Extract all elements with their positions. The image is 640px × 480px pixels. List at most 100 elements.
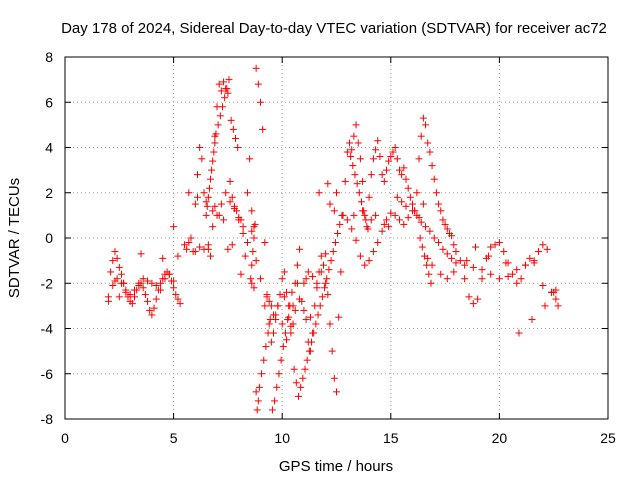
data-point — [378, 171, 386, 179]
data-point — [362, 216, 370, 224]
data-point — [308, 338, 316, 346]
data-point — [248, 261, 256, 269]
data-point — [465, 293, 473, 301]
data-point — [314, 311, 322, 319]
data-point — [356, 155, 364, 163]
data-point — [435, 200, 443, 208]
data-point — [541, 302, 549, 310]
data-point — [115, 263, 123, 271]
data-point — [267, 302, 275, 310]
data-point — [191, 200, 199, 208]
data-point — [517, 275, 525, 283]
data-point — [474, 295, 482, 303]
data-point — [209, 157, 217, 165]
data-point — [235, 216, 243, 224]
data-point — [255, 383, 263, 391]
data-point — [152, 295, 160, 303]
data-point — [351, 171, 359, 179]
data-point — [260, 356, 268, 364]
data-point — [338, 211, 346, 219]
data-point — [256, 98, 264, 106]
data-point — [290, 365, 298, 373]
data-point — [131, 293, 139, 301]
data-point — [273, 383, 281, 391]
data-point — [111, 277, 119, 285]
data-point — [146, 306, 154, 314]
data-point — [104, 293, 112, 301]
data-point — [513, 266, 521, 274]
data-point — [220, 78, 228, 86]
data-point — [131, 286, 139, 294]
data-point — [299, 374, 307, 382]
data-point — [202, 198, 210, 206]
data-point — [365, 257, 373, 265]
data-point — [322, 279, 330, 287]
data-point — [229, 125, 237, 133]
data-point — [461, 261, 469, 269]
data-point — [280, 268, 288, 276]
data-point — [115, 293, 123, 301]
data-point — [293, 261, 301, 269]
data-point — [360, 207, 368, 215]
data-point — [389, 148, 397, 156]
data-point — [318, 293, 326, 301]
data-point — [500, 248, 508, 256]
data-point — [228, 241, 236, 249]
data-point — [310, 329, 318, 337]
data-point — [217, 87, 225, 95]
data-point — [200, 245, 208, 253]
data-point — [336, 220, 344, 228]
data-point — [450, 268, 458, 276]
data-point — [539, 241, 547, 249]
data-point — [469, 263, 477, 271]
data-point — [256, 275, 264, 283]
data-point — [456, 257, 464, 265]
data-point — [495, 239, 503, 247]
data-point — [357, 198, 365, 206]
data-point — [356, 252, 364, 260]
data-point — [321, 284, 329, 292]
data-point — [172, 291, 180, 299]
data-point — [208, 166, 216, 174]
data-point — [234, 144, 242, 151]
data-point — [504, 272, 512, 280]
data-point — [426, 148, 434, 156]
data-point — [284, 315, 292, 323]
data-point — [216, 112, 224, 120]
data-point — [303, 356, 311, 364]
data-point — [296, 295, 304, 303]
data-point — [294, 392, 302, 400]
data-point — [237, 270, 245, 278]
data-point — [205, 184, 213, 192]
data-point — [279, 343, 287, 351]
data-point — [135, 279, 143, 287]
data-point — [249, 248, 257, 256]
data-point — [439, 245, 447, 253]
data-point — [221, 94, 229, 102]
data-point — [343, 148, 351, 156]
data-point — [448, 254, 456, 262]
data-point — [478, 266, 486, 274]
data-point — [443, 225, 451, 233]
data-point — [277, 356, 285, 364]
data-point — [248, 279, 256, 287]
data-point — [312, 320, 320, 328]
data-point — [417, 218, 425, 226]
data-point — [365, 193, 373, 201]
data-point — [324, 291, 332, 299]
data-point — [227, 116, 235, 124]
data-point — [139, 275, 147, 283]
data-point — [413, 189, 421, 197]
data-point — [204, 241, 212, 249]
x-tick-label: 15 — [383, 430, 399, 446]
data-point — [323, 275, 331, 283]
data-point — [296, 245, 304, 253]
data-point — [113, 254, 121, 262]
data-point — [165, 270, 173, 278]
data-point — [266, 315, 274, 323]
data-point — [222, 189, 230, 197]
data-point — [422, 121, 430, 129]
data-point — [316, 302, 324, 310]
y-tick-label: -4 — [41, 321, 54, 337]
